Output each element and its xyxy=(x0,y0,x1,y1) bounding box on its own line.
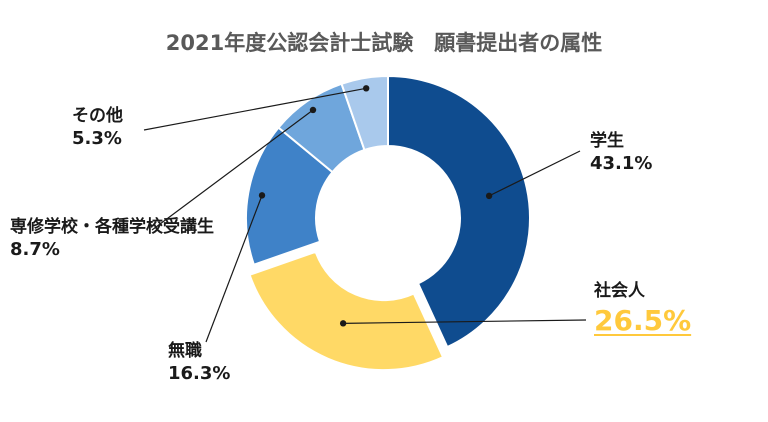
label-unemployed: 無職 xyxy=(168,340,202,361)
slice-working-adult xyxy=(248,250,445,372)
value-label-student: 43.1% xyxy=(590,153,652,174)
leader-lines-group xyxy=(143,85,587,343)
label-vocational-school: 専修学校・各種学校受講生 xyxy=(10,216,214,237)
leader-line-student xyxy=(488,150,581,197)
leader-line-unemployed xyxy=(205,195,263,343)
value-label-unemployed: 16.3% xyxy=(168,363,230,384)
leader-dot-working-adult xyxy=(339,320,347,327)
leader-line-other xyxy=(143,87,367,131)
leader-line-working-adult xyxy=(343,319,587,324)
slice-student xyxy=(387,74,531,349)
value-label-other: 5.3% xyxy=(72,128,122,149)
slice-other xyxy=(340,74,389,152)
label-other: その他 xyxy=(72,105,123,126)
label-student: 学生 xyxy=(590,130,624,151)
value-label-vocational-school: 8.7% xyxy=(10,239,60,260)
value-label-working-adult: 26.5% xyxy=(594,304,691,337)
leader-line-vocational-school xyxy=(151,109,314,231)
chart-title: 2021年度公認会計士試験 願書提出者の属性 xyxy=(166,31,602,55)
slices-group xyxy=(245,74,531,372)
label-working-adult: 社会人 xyxy=(593,280,646,301)
